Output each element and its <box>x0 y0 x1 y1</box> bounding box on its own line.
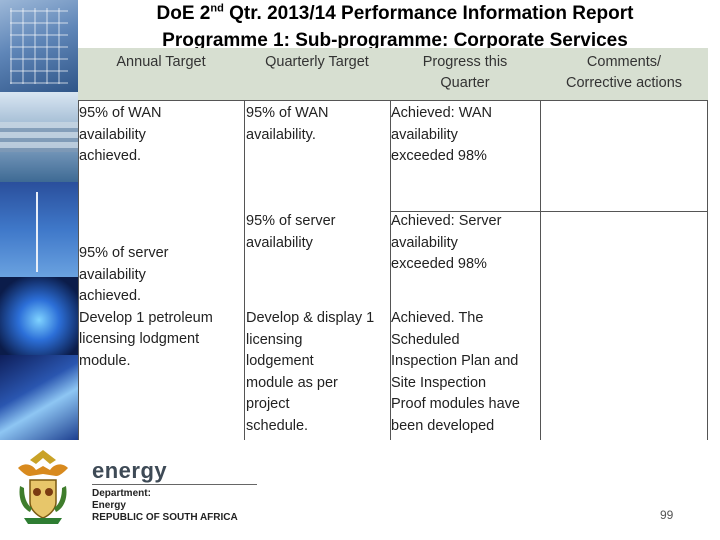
header-progress: Progress this Quarter <box>390 48 540 100</box>
row2-progress-server: Achieved: Server availability exceeded 9… <box>391 213 502 273</box>
column-divider <box>540 101 541 445</box>
solar-panel-image <box>0 0 78 92</box>
row1-quarterly-target: 95% of WAN availability. <box>246 105 329 143</box>
department-label: Department: Energy REPUBLIC OF SOUTH AFR… <box>92 488 238 523</box>
slide-title: DoE 2nd Qtr. 2013/14 Performance Informa… <box>80 0 710 54</box>
energy-brand-text: energy <box>92 458 168 483</box>
column-divider <box>390 101 391 445</box>
column-divider <box>244 101 245 445</box>
row2-quarterly-target-module: Develop & display 1 licensing lodgement … <box>246 310 375 434</box>
title-line-2: Programme 1: Sub-programme: Corporate Se… <box>162 30 628 51</box>
gas-flame-image <box>0 277 78 355</box>
light-bulb-image <box>0 355 78 440</box>
wind-turbine-image <box>0 182 78 277</box>
energy-photo-strip <box>0 0 78 440</box>
coat-of-arms-icon <box>18 450 68 524</box>
performance-table: Annual Target Quarterly Target Progress … <box>78 48 708 446</box>
header-quarterly-target: Quarterly Target <box>244 48 390 100</box>
header-comments: Comments/ Corrective actions <box>540 48 708 100</box>
title-line-1: DoE 2nd Qtr. 2013/14 Performance Informa… <box>156 2 634 24</box>
row2-progress-module: Achieved. The Scheduled Inspection Plan … <box>391 310 520 434</box>
page-number: 99 <box>660 508 674 522</box>
pipeline-image <box>0 92 78 182</box>
row1-annual-target: 95% of WAN availability achieved. <box>79 105 162 165</box>
row1-progress: Achieved: WAN availability exceeded 98% <box>391 105 493 165</box>
row-divider <box>390 211 707 212</box>
table-body: 95% of WAN availability achieved. 95% of… <box>78 100 708 446</box>
header-annual-target: Annual Target <box>78 48 244 100</box>
footer-divider <box>92 484 257 485</box>
row2-quarterly-target-server: 95% of server availability <box>246 213 336 251</box>
achieved-label: Achieved <box>391 105 451 121</box>
slide-footer <box>0 440 720 540</box>
row2-annual-target: 95% of server availability achieved. Dev… <box>79 245 213 369</box>
